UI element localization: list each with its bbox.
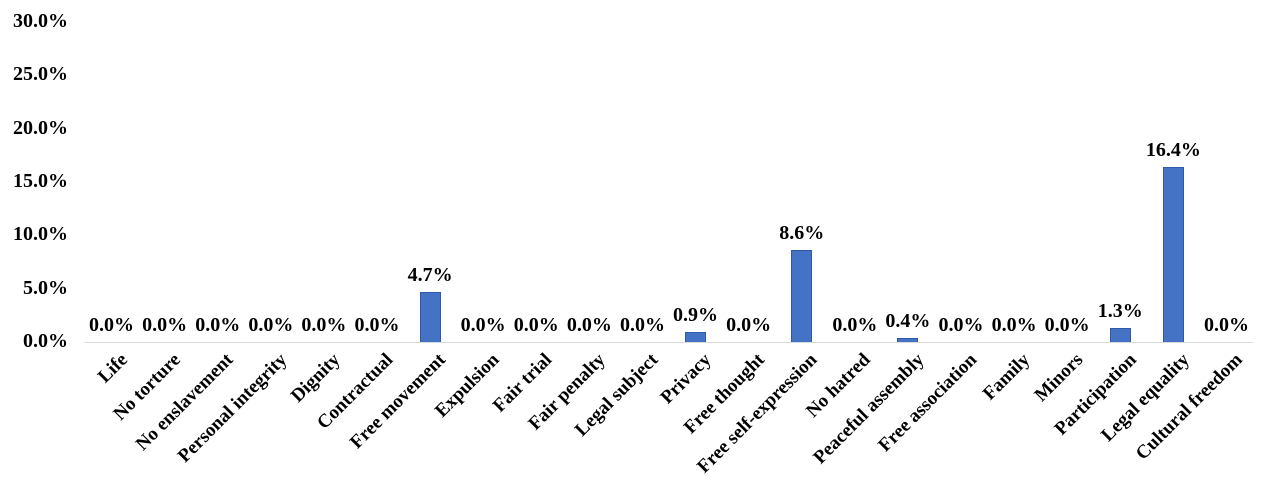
y-axis-tick-label: 30.0%: [13, 10, 68, 32]
bar-value-label: 0.0%: [991, 314, 1037, 336]
bar-value-label: 0.0%: [89, 314, 135, 336]
x-axis-category-label: Free association: [874, 349, 982, 457]
bar-value-label: 0.0%: [460, 314, 506, 336]
y-axis-tick-label: 0.0%: [23, 330, 68, 352]
y-axis-tick-label: 15.0%: [13, 170, 68, 192]
bar-value-label: 8.6%: [779, 222, 825, 245]
bar-value-label: 0.0%: [248, 314, 294, 336]
bar: [897, 337, 919, 342]
bar: [791, 250, 813, 342]
bar-value-label: 0.9%: [673, 304, 719, 327]
bar-value-label: 0.0%: [619, 314, 665, 336]
bar-value-label: 0.0%: [726, 314, 772, 336]
bar-value-label: 0.0%: [938, 314, 984, 336]
bar: [419, 291, 441, 342]
x-axis-line: [85, 342, 1253, 343]
bar-value-label: 0.0%: [142, 314, 188, 336]
x-axis-category-label: Life: [93, 349, 132, 388]
bar-value-label: 0.0%: [301, 314, 347, 336]
y-axis-tick-label: 20.0%: [13, 116, 68, 139]
bar-value-label: 1.3%: [1097, 300, 1143, 323]
bar: [685, 332, 707, 342]
bar: [1162, 167, 1184, 342]
y-axis-tick-label: 10.0%: [13, 223, 68, 246]
x-axis-category-label: Family: [979, 349, 1035, 405]
bar-value-label: 0.0%: [513, 314, 559, 336]
bar: [1109, 328, 1131, 342]
bar-value-label: 4.7%: [407, 263, 453, 286]
bar-value-label: 0.0%: [832, 314, 878, 336]
bar-value-label: 0.0%: [195, 314, 241, 336]
bar-value-label: 0.0%: [566, 314, 612, 336]
bar-value-label: 0.4%: [885, 309, 931, 332]
bar-value-label: 0.0%: [1203, 314, 1249, 336]
y-axis-tick-label: 25.0%: [13, 63, 68, 86]
bar-value-label: 16.4%: [1145, 139, 1201, 162]
bar-value-label: 0.0%: [354, 314, 400, 336]
bar-value-label: 0.0%: [1044, 314, 1090, 336]
y-axis-tick-label: 5.0%: [23, 276, 68, 299]
